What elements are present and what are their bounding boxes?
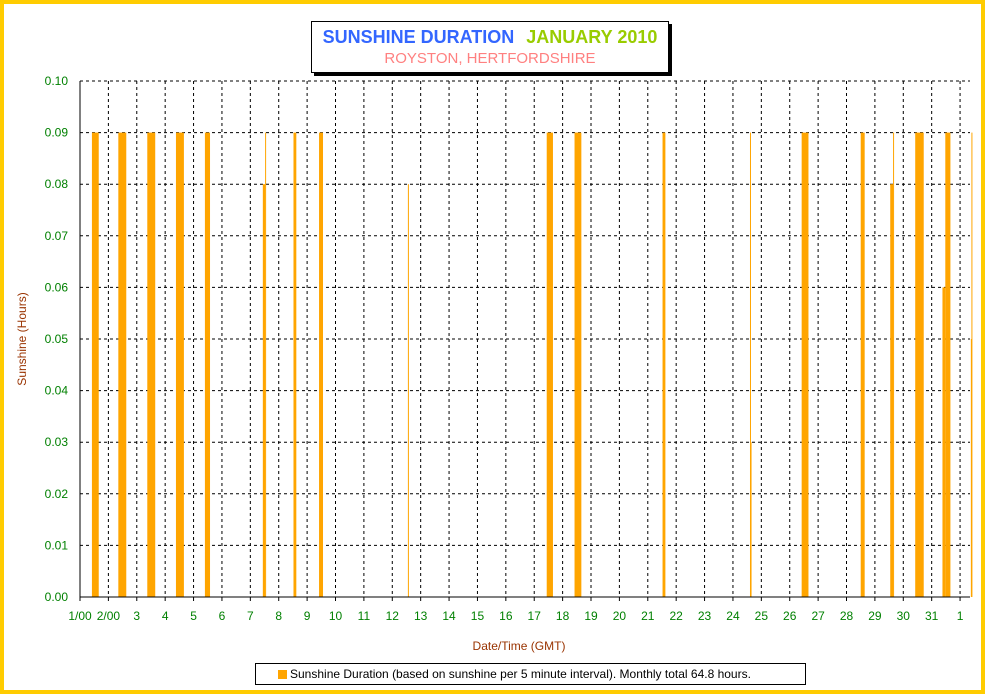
sunshine-bar xyxy=(118,132,127,597)
sunshine-bar xyxy=(262,184,266,597)
sunshine-bar xyxy=(293,132,297,597)
sunshine-bar xyxy=(546,132,553,597)
x-tick-label: 23 xyxy=(698,609,712,623)
sunshine-bar xyxy=(945,132,951,597)
sunshine-bar xyxy=(265,132,267,597)
x-tick-label: 2/00 xyxy=(97,609,121,623)
x-tick-label: 28 xyxy=(840,609,854,623)
x-tick-label: 15 xyxy=(471,609,485,623)
sunshine-bar xyxy=(860,132,865,597)
sunshine-bar xyxy=(942,287,946,597)
y-tick-label: 0.09 xyxy=(45,126,69,140)
y-tick-label: 0.08 xyxy=(45,177,69,191)
y-axis-title: Sunshine (Hours) xyxy=(15,292,29,385)
chart-title-month: JANUARY 2010 xyxy=(526,27,658,47)
chart-title-box: SUNSHINE DURATION JANUARY 2010 ROYSTON, H… xyxy=(311,21,669,73)
chart-title-main: SUNSHINE DURATION xyxy=(322,27,515,47)
y-tick-label: 0.00 xyxy=(45,590,69,604)
x-tick-label: 19 xyxy=(584,609,598,623)
x-tick-label: 5 xyxy=(190,609,197,623)
sunshine-bar xyxy=(175,132,184,597)
x-tick-label: 29 xyxy=(868,609,882,623)
x-tick-label: 14 xyxy=(442,609,456,623)
y-tick-label: 0.05 xyxy=(45,332,69,346)
x-tick-label: 17 xyxy=(528,609,542,623)
legend-label: Sunshine Duration (based on sunshine per… xyxy=(290,667,751,681)
x-tick-label: 22 xyxy=(669,609,683,623)
x-tick-label: 16 xyxy=(499,609,513,623)
x-tick-label: 11 xyxy=(358,609,371,623)
x-tick-label: 6 xyxy=(219,609,226,623)
y-tick-label: 0.02 xyxy=(45,487,69,501)
sunshine-bar xyxy=(662,132,666,597)
legend-swatch xyxy=(278,670,287,679)
x-tick-label: 9 xyxy=(304,609,311,623)
y-tick-label: 0.06 xyxy=(45,280,69,294)
chart-title: SUNSHINE DURATION JANUARY 2010 xyxy=(312,26,668,48)
x-tick-label: 26 xyxy=(783,609,797,623)
sunshine-bar xyxy=(574,132,582,597)
y-tick-label: 0.04 xyxy=(45,384,69,398)
x-tick-label: 31 xyxy=(925,609,939,623)
sunshine-bar xyxy=(147,132,156,597)
x-tick-label: 8 xyxy=(275,609,282,623)
sunshine-bar xyxy=(750,442,752,597)
x-tick-label: 7 xyxy=(247,609,254,623)
x-tick-label: 3 xyxy=(133,609,140,623)
sunshine-bar xyxy=(91,132,99,597)
chart-subtitle: ROYSTON, HERTFORDSHIRE xyxy=(384,50,596,67)
sunshine-bar xyxy=(893,132,895,597)
sunshine-bar xyxy=(319,132,324,597)
x-tick-label: 20 xyxy=(613,609,627,623)
x-tick-label: 12 xyxy=(386,609,400,623)
y-tick-label: 0.01 xyxy=(45,538,69,552)
x-axis-title: Date/Time (GMT) xyxy=(473,639,566,653)
sunshine-bar xyxy=(915,132,924,597)
x-tick-label: 18 xyxy=(556,609,570,623)
y-tick-label: 0.10 xyxy=(45,74,69,88)
x-tick-label: 25 xyxy=(755,609,769,623)
y-tick-label: 0.07 xyxy=(45,229,69,243)
x-tick-label: 1 xyxy=(957,609,964,623)
sunshine-bar xyxy=(204,132,211,597)
sunshine-bar xyxy=(890,184,894,597)
sunshine-bar xyxy=(749,132,751,597)
sunshine-bar xyxy=(970,339,972,597)
x-tick-label: 4 xyxy=(162,609,169,623)
x-tick-label: 21 xyxy=(641,609,655,623)
x-tick-label: 27 xyxy=(811,609,825,623)
y-tick-label: 0.03 xyxy=(45,435,69,449)
sunshine-bar xyxy=(407,184,409,597)
x-tick-label: 1/00 xyxy=(68,609,92,623)
sunshine-bar xyxy=(971,132,973,597)
x-tick-label: 24 xyxy=(726,609,740,623)
chart-legend: Sunshine Duration (based on sunshine per… xyxy=(255,663,806,685)
x-tick-label: 13 xyxy=(414,609,428,623)
x-tick-label: 10 xyxy=(329,609,343,623)
sunshine-bar xyxy=(801,132,809,597)
x-tick-label: 30 xyxy=(897,609,911,623)
